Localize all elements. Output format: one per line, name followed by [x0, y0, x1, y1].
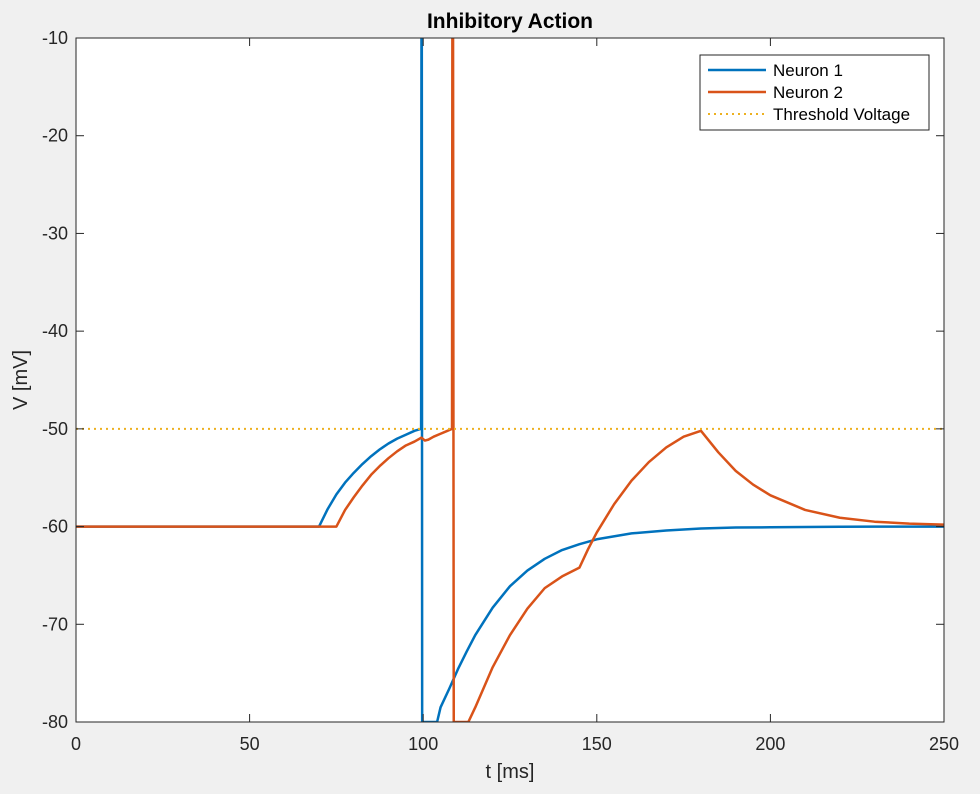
x-tick-label: 150 — [582, 734, 612, 754]
y-tick-label: -50 — [42, 419, 68, 439]
series-line-neuron-1 — [76, 38, 944, 722]
series-layer — [76, 38, 944, 722]
legend-label-neuron-2: Neuron 2 — [773, 83, 843, 102]
y-tick-label: -60 — [42, 517, 68, 537]
legend-label-threshold-voltage: Threshold Voltage — [773, 105, 910, 124]
legend-label-neuron-1: Neuron 1 — [773, 61, 843, 80]
x-tick-label: 250 — [929, 734, 959, 754]
y-tick-label: -80 — [42, 712, 68, 732]
y-tick-label: -10 — [42, 28, 68, 48]
series-line-neuron-2 — [76, 38, 944, 722]
x-tick-label: 50 — [240, 734, 260, 754]
y-tick-label: -30 — [42, 223, 68, 243]
x-tick-label: 200 — [755, 734, 785, 754]
x-axis-label: t [ms] — [486, 761, 535, 783]
ticks-layer: 0 50 100 150 200 250 -80 -70 -60 -50 -40 -30 -20 -10 — [42, 28, 959, 754]
chart-title: Inhibitory Action — [427, 10, 593, 33]
y-tick-label: -70 — [42, 614, 68, 634]
y-tick-label: -20 — [42, 126, 68, 146]
x-tick-label: 0 — [71, 734, 81, 754]
plot-area — [76, 38, 944, 722]
x-tick-label: 100 — [408, 734, 438, 754]
legend: Neuron 1 Neuron 2 Threshold Voltage — [699, 54, 930, 131]
y-tick-label: -40 — [42, 321, 68, 341]
plot-frame — [75, 37, 945, 723]
y-axis-label: V [mV] — [10, 350, 32, 410]
